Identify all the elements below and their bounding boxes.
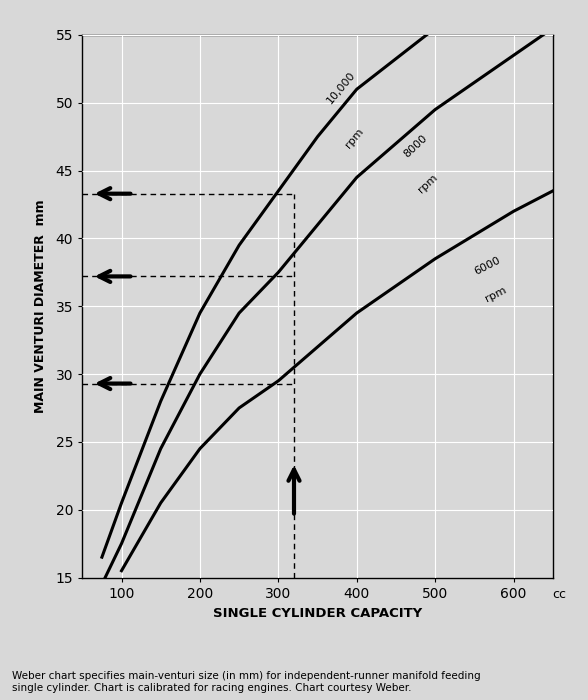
Text: rpm: rpm bbox=[343, 127, 366, 150]
Text: cc: cc bbox=[553, 588, 567, 601]
Text: rpm: rpm bbox=[484, 284, 508, 304]
Text: 10,000: 10,000 bbox=[325, 69, 358, 106]
X-axis label: SINGLE CYLINDER CAPACITY: SINGLE CYLINDER CAPACITY bbox=[213, 608, 422, 620]
Text: 8000: 8000 bbox=[402, 133, 430, 160]
Text: Weber chart specifies main-venturi size (in mm) for independent-runner manifold : Weber chart specifies main-venturi size … bbox=[12, 671, 480, 693]
Y-axis label: MAIN VENTURI DIAMETER  mm: MAIN VENTURI DIAMETER mm bbox=[34, 199, 47, 413]
Text: rpm: rpm bbox=[416, 172, 440, 195]
Text: 6000: 6000 bbox=[473, 255, 502, 276]
